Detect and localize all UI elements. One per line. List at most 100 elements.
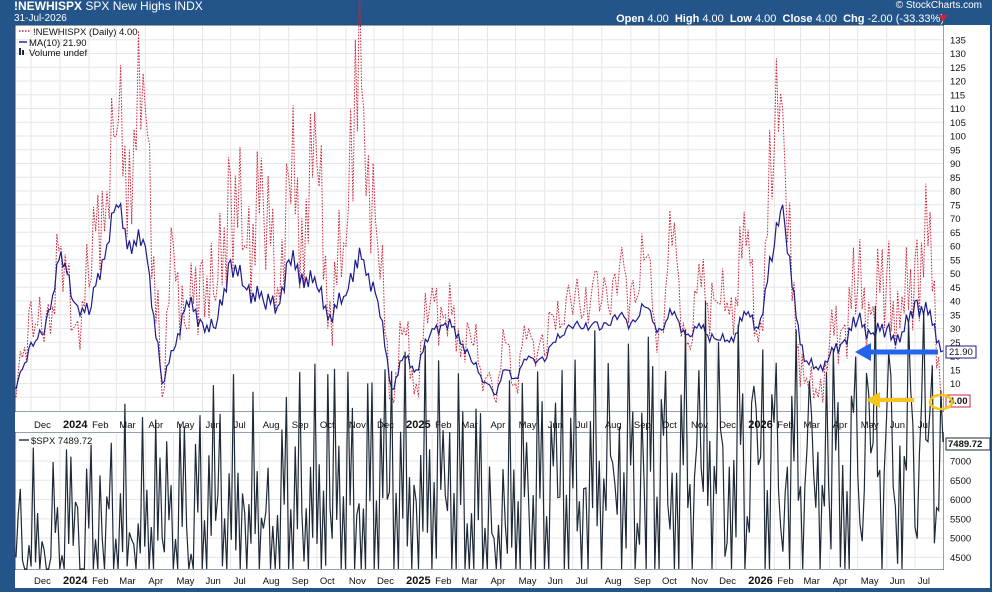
ohlc-readout: Open 4.00 High 4.00 Low 4.00 Close 4.00 …: [616, 13, 944, 25]
x-tick-label: Dec: [377, 420, 394, 431]
x-tick-label: Apr: [833, 420, 848, 431]
lower-y-axis: [944, 432, 990, 570]
x-tick-label: Sep: [292, 576, 309, 587]
x-year-label: 2024: [63, 419, 88, 431]
y-tick-label: 10: [950, 379, 961, 390]
lower-x-axis: [15, 570, 990, 588]
x-year-label: 2024: [63, 575, 88, 587]
x-tick-label: May: [519, 420, 537, 431]
x-tick-label: Feb: [92, 576, 108, 587]
main-x-ticks: Dec 2024 Feb Mar Apr May Jun Jul Aug Sep Oct Nov Dec…: [34, 419, 930, 431]
x-tick-label: Sep: [634, 576, 651, 587]
y-tick-label: 120: [950, 77, 966, 88]
x-tick-label: Oct: [662, 576, 677, 587]
x-tick-label: Mar: [804, 420, 820, 431]
legend-ma: MA(10) 21.90: [29, 38, 87, 49]
x-year-label: 2025: [406, 419, 430, 431]
x-year-label: 2026: [748, 419, 772, 431]
x-tick-label: Aug: [605, 420, 622, 431]
y-tick-label: 130: [950, 49, 966, 60]
y-tick-label: 80: [950, 187, 961, 198]
y-tick-label: 115: [950, 90, 965, 101]
x-tick-label: Oct: [320, 420, 335, 431]
y-tick-label: 7000: [950, 457, 971, 468]
y-tick-label: 70: [950, 214, 961, 225]
main-x-axis: [15, 412, 990, 432]
x-tick-label: Apr: [490, 576, 505, 587]
y-tick-label: 6500: [950, 476, 971, 487]
x-tick-label: Jul: [234, 576, 246, 587]
brand-watermark: © StockCharts.com: [895, 0, 982, 11]
x-tick-label: Dec: [719, 420, 736, 431]
y-tick-label: 40: [950, 297, 961, 308]
x-tick-label: Feb: [777, 576, 793, 587]
y-tick-label: 6000: [950, 495, 971, 506]
x-tick-label: Feb: [777, 420, 793, 431]
x-tick-label: Nov: [691, 576, 708, 587]
gold-arrow-head: [866, 392, 880, 408]
x-tick-label: Jun: [890, 576, 905, 587]
x-tick-label: Aug: [263, 420, 280, 431]
gold-circle-highlight: [928, 393, 954, 411]
main-series: [15, 0, 944, 403]
lower-y-ticks: 4500 5000 5500 6000 6500 7000: [950, 457, 971, 564]
legend-newhighs: !NEWHISPX (Daily) 4.00: [33, 27, 138, 38]
y-tick-label: 90: [950, 159, 961, 170]
x-tick-label: Feb: [435, 576, 451, 587]
chart-symbol-header: !NEWHISPX SPX New Highs INDX: [14, 0, 203, 12]
symbol-description: SPX New Highs: [85, 0, 171, 13]
x-tick-label: Oct: [320, 576, 335, 587]
chg-label: Chg: [843, 13, 865, 25]
x-tick-label: Dec: [719, 576, 736, 587]
x-tick-label: Aug: [263, 576, 280, 587]
y-tick-label: 25: [950, 338, 961, 349]
high-label: High: [674, 13, 700, 25]
x-tick-label: Jul: [576, 420, 588, 431]
y-tick-label: 4500: [950, 553, 971, 564]
y-tick-label: 30: [950, 324, 961, 335]
ma-value-box: [945, 345, 977, 359]
down-arrow-icon: [939, 15, 947, 22]
spx-value-label: 7489.72: [945, 437, 991, 451]
x-tick-label: Dec: [377, 576, 394, 587]
x-tick-label: Jun: [548, 576, 563, 587]
chg-value: -2.00 (-33.33%): [867, 13, 944, 25]
chart-date: 31-Jul-2026: [14, 13, 67, 24]
y-tick-label: 45: [950, 283, 961, 294]
y-tick-label: 75: [950, 200, 961, 211]
x-tick-label: Dec: [34, 576, 51, 587]
volume-bars-icon: [19, 48, 21, 55]
y-tick-label: 65: [950, 228, 961, 239]
symbol-label: !NEWHISPX: [14, 0, 83, 13]
x-tick-label: Apr: [833, 576, 848, 587]
x-tick-label: Jul: [576, 576, 588, 587]
x-year-label: 2025: [406, 575, 430, 587]
x-tick-label: Mar: [804, 576, 820, 587]
gold-arrow-annotation: [866, 392, 954, 411]
series-ma-line: [15, 201, 944, 396]
spx-value-box: [945, 437, 991, 451]
x-tick-label: Sep: [292, 420, 309, 431]
x-tick-label: Feb: [92, 420, 108, 431]
x-tick-label: May: [519, 576, 537, 587]
x-tick-label: Sep: [634, 420, 651, 431]
x-tick-label: Nov: [349, 576, 366, 587]
x-tick-label: Jun: [206, 420, 221, 431]
last-value-text: 4.00: [949, 396, 968, 407]
y-tick-label: 55: [950, 255, 961, 266]
x-tick-label: Apr: [148, 576, 163, 587]
low-value: 4.00: [754, 13, 777, 25]
y-tick-label: 125: [950, 63, 966, 74]
lower-series: [15, 301, 944, 570]
high-value: 4.00: [702, 13, 724, 25]
x-tick-label: Dec: [34, 420, 51, 431]
x-tick-label: May: [176, 576, 194, 587]
x-year-label: 2026: [748, 575, 772, 587]
low-label: Low: [729, 13, 752, 25]
lower-x-ticks: Dec 2024 Feb Mar Apr May Jun Jul Aug Sep Oct Nov Dec…: [34, 575, 930, 587]
exchange-label: INDX: [174, 0, 203, 13]
y-tick-label: 95: [950, 145, 961, 156]
y-tick-label: 100: [950, 132, 966, 143]
